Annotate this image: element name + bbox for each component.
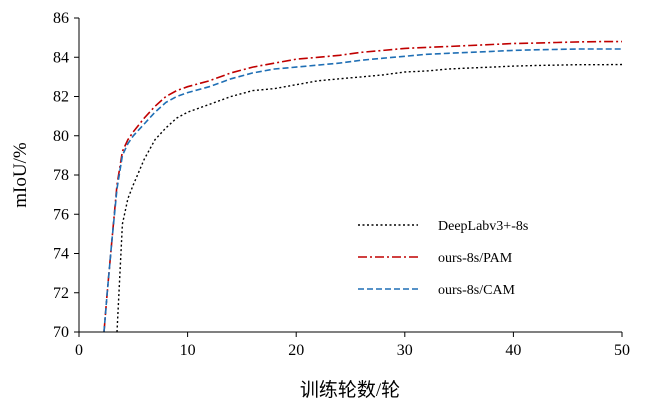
series-line-2 (103, 40, 622, 332)
y-tick-label: 76 (53, 206, 69, 223)
y-tick-label: 80 (53, 128, 69, 145)
y-tick-label: 72 (53, 285, 69, 302)
series-line-1 (116, 63, 622, 332)
y-tick-label: 84 (53, 49, 69, 66)
x-axis-title: 训练轮数/轮 (300, 379, 400, 401)
x-tick-label: 50 (614, 342, 630, 359)
plot-lines (103, 40, 622, 332)
y-tick-label: 86 (53, 10, 69, 27)
legend: DeepLabv3+-8s ours-8s/PAM ours-8s/CAM (358, 219, 528, 298)
x-tick-label: 40 (505, 342, 521, 359)
x-tick-label: 0 (75, 342, 83, 359)
y-tick-label: 82 (53, 89, 69, 106)
legend-label: ours-8s/PAM (438, 251, 513, 266)
y-axis-title: mIoU/% (10, 142, 31, 208)
legend-label: DeepLabv3+-8s (438, 219, 528, 234)
x-tick-label: 30 (397, 342, 413, 359)
x-tick-label: 10 (180, 342, 196, 359)
legend-label: ours-8s/CAM (438, 283, 516, 298)
tick-labels: 0 10 20 30 40 50 70 72 74 76 78 80 82 84 86 (53, 10, 630, 359)
series-line-3 (103, 48, 622, 332)
y-tick-label: 74 (53, 246, 69, 263)
y-tick-label: 70 (53, 324, 69, 341)
axes (74, 17, 623, 337)
y-tick-label: 78 (53, 167, 69, 184)
x-tick-label: 20 (288, 342, 304, 359)
